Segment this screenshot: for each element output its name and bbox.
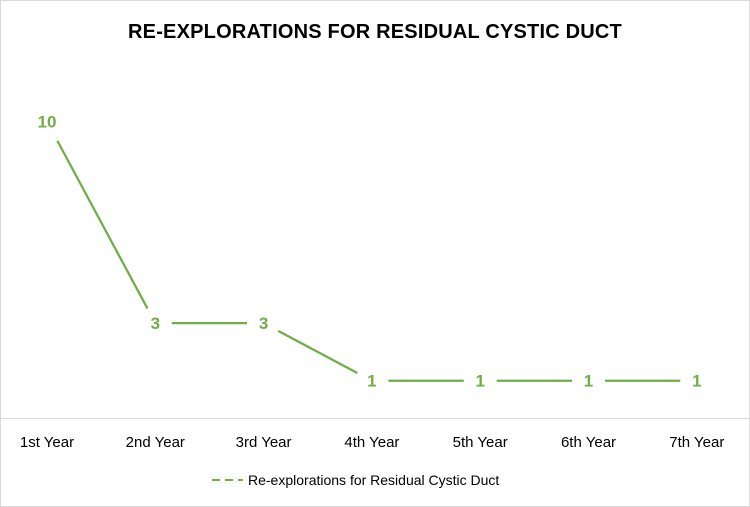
x-tick-label: 4th Year <box>344 434 399 451</box>
x-tick-label: 5th Year <box>453 434 508 451</box>
x-tick-label: 2nd Year <box>126 434 185 451</box>
x-tick-label: 1st Year <box>20 434 74 451</box>
plot-area: 10 3 3 1 1 1 1 <box>38 113 702 391</box>
x-tick-label: 6th Year <box>561 434 616 451</box>
data-label: 3 <box>259 314 268 333</box>
series-line-segment <box>56 140 149 310</box>
x-tick-label: 3rd Year <box>236 434 292 451</box>
data-label: 10 <box>38 113 57 132</box>
data-label: 1 <box>475 372 484 391</box>
data-label: 3 <box>151 314 160 333</box>
legend: Re-explorations for Residual Cystic Duct <box>212 472 499 488</box>
data-label: 1 <box>584 372 593 391</box>
data-label: 1 <box>367 372 376 391</box>
data-label: 1 <box>692 372 701 391</box>
series-line-segment <box>277 329 358 374</box>
x-axis: 1st Year 2nd Year 3rd Year 4th Year 5th Year… <box>0 418 750 451</box>
x-tick-label: 7th Year <box>669 434 724 451</box>
chart-title: RE-EXPLORATIONS FOR RESIDUAL CYSTIC DUCT <box>128 21 622 43</box>
legend-label: Re-explorations for Residual Cystic Duct <box>248 472 499 488</box>
